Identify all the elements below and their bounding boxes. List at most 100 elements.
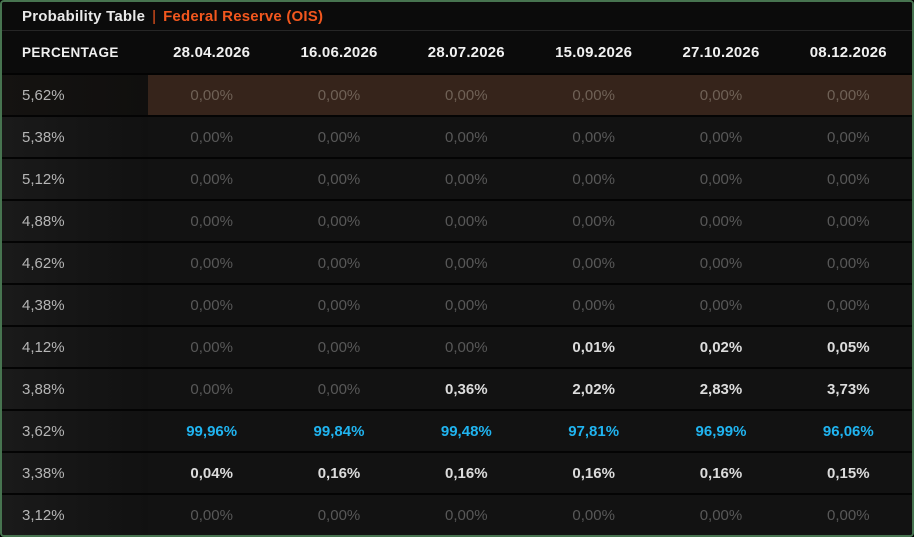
value-cell[interactable]: 0,00%	[402, 495, 530, 535]
value-cell[interactable]: 2,02%	[529, 369, 658, 409]
row-label: 3,38%	[2, 453, 148, 493]
value-cell[interactable]: 96,06%	[784, 411, 912, 451]
value-cell[interactable]: 0,00%	[275, 159, 403, 199]
value-cell[interactable]: 0,04%	[148, 453, 276, 493]
value-cell[interactable]: 0,00%	[784, 201, 912, 241]
value-cell[interactable]: 0,01%	[529, 327, 658, 367]
value-cell[interactable]: 0,00%	[402, 117, 530, 157]
table-row[interactable]: 5,38% 0,00% 0,00% 0,00% 0,00% 0,00% 0,00%	[2, 117, 912, 159]
value-cell[interactable]: 99,96%	[148, 411, 276, 451]
value-cell[interactable]: 0,00%	[275, 285, 403, 325]
value-cell[interactable]: 0,16%	[275, 453, 403, 493]
value-cell[interactable]: 0,00%	[657, 75, 785, 115]
value-cell[interactable]: 0,00%	[529, 75, 658, 115]
header-date: 28.04.2026	[173, 43, 251, 61]
value-cell[interactable]: 99,48%	[402, 411, 530, 451]
value-cell[interactable]: 0,02%	[657, 327, 785, 367]
table-row[interactable]: 3,38% 0,04% 0,16% 0,16% 0,16% 0,16% 0,15%	[2, 453, 912, 495]
value-cell[interactable]: 0,16%	[402, 453, 530, 493]
header-date: 16.06.2026	[300, 43, 378, 61]
value-cell[interactable]: 0,00%	[402, 285, 530, 325]
value-cell[interactable]: 0,00%	[148, 495, 276, 535]
row-label: 5,38%	[2, 117, 148, 157]
value-cell[interactable]: 0,00%	[402, 327, 530, 367]
value-cell[interactable]: 0,00%	[529, 201, 658, 241]
value-cell[interactable]: 0,00%	[529, 117, 658, 157]
value-cell[interactable]: 0,00%	[657, 201, 785, 241]
value-cell[interactable]: 0,00%	[402, 75, 530, 115]
row-label: 4,12%	[2, 327, 148, 367]
value-cell[interactable]: 0,00%	[784, 285, 912, 325]
row-label: 3,12%	[2, 495, 148, 535]
row-label: 5,62%	[2, 75, 148, 115]
value-cell[interactable]: 97,81%	[529, 411, 658, 451]
row-label: 4,62%	[2, 243, 148, 283]
value-cell[interactable]: 0,00%	[784, 495, 912, 535]
value-cell[interactable]: 0,00%	[657, 243, 785, 283]
table-row[interactable]: 4,88% 0,00% 0,00% 0,00% 0,00% 0,00% 0,00%	[2, 201, 912, 243]
table-row[interactable]: 3,62% 99,96% 99,84% 99,48% 97,81% 96,99% 96,06…	[2, 411, 912, 453]
value-cell[interactable]: 0,00%	[657, 159, 785, 199]
value-cell[interactable]: 2,83%	[657, 369, 785, 409]
value-cell[interactable]: 0,00%	[148, 369, 276, 409]
header-date: 08.12.2026	[809, 43, 887, 61]
row-label: 3,88%	[2, 369, 148, 409]
value-cell[interactable]: 0,00%	[148, 117, 276, 157]
row-label: 5,12%	[2, 159, 148, 199]
value-cell[interactable]: 0,00%	[148, 285, 276, 325]
value-cell[interactable]: 96,99%	[657, 411, 785, 451]
value-cell[interactable]: 0,00%	[529, 285, 658, 325]
value-cell[interactable]: 0,00%	[529, 243, 658, 283]
value-cell[interactable]: 0,05%	[784, 327, 912, 367]
value-cell[interactable]: 0,00%	[275, 75, 403, 115]
value-cell[interactable]: 0,00%	[275, 327, 403, 367]
value-cell[interactable]: 99,84%	[275, 411, 403, 451]
header-date: 27.10.2026	[682, 43, 760, 61]
table-row[interactable]: 5,62% 0,00% 0,00% 0,00% 0,00% 0,00% 0,00%	[2, 75, 912, 117]
table-row[interactable]: 3,12% 0,00% 0,00% 0,00% 0,00% 0,00% 0,00%	[2, 495, 912, 535]
table-row[interactable]: 5,12% 0,00% 0,00% 0,00% 0,00% 0,00% 0,00%	[2, 159, 912, 201]
value-cell[interactable]: 0,00%	[402, 243, 530, 283]
value-cell[interactable]: 0,00%	[148, 243, 276, 283]
value-cell[interactable]: 0,00%	[784, 243, 912, 283]
value-cell[interactable]: 0,15%	[784, 453, 912, 493]
value-cell[interactable]: 0,00%	[657, 117, 785, 157]
row-label: 4,88%	[2, 201, 148, 241]
value-cell[interactable]: 0,00%	[529, 495, 658, 535]
table-row[interactable]: 4,62% 0,00% 0,00% 0,00% 0,00% 0,00% 0,00%	[2, 243, 912, 285]
table-header: PERCENTAGE 28.04.2026 16.06.2026 28.07.202…	[2, 31, 912, 75]
value-cell[interactable]: 0,00%	[784, 75, 912, 115]
header-date: 28.07.2026	[427, 43, 505, 61]
value-cell[interactable]: 0,00%	[402, 159, 530, 199]
table-row[interactable]: 4,38% 0,00% 0,00% 0,00% 0,00% 0,00% 0,00%	[2, 285, 912, 327]
row-label: 4,38%	[2, 285, 148, 325]
value-cell[interactable]: 0,00%	[657, 495, 785, 535]
value-cell[interactable]: 0,00%	[148, 201, 276, 241]
value-cell[interactable]: 0,00%	[784, 117, 912, 157]
value-cell[interactable]: 0,00%	[148, 159, 276, 199]
value-cell[interactable]: 0,36%	[402, 369, 530, 409]
value-cell[interactable]: 0,16%	[529, 453, 658, 493]
header-date: 15.09.2026	[555, 43, 633, 61]
table-row[interactable]: 3,88% 0,00% 0,00% 0,36% 2,02% 2,83% 3,73%	[2, 369, 912, 411]
value-cell[interactable]: 0,00%	[148, 327, 276, 367]
header-percentage: PERCENTAGE	[22, 44, 119, 60]
value-cell[interactable]: 0,00%	[148, 75, 276, 115]
value-cell[interactable]: 3,73%	[784, 369, 912, 409]
window-title: Probability Table	[22, 7, 146, 25]
value-cell[interactable]: 0,00%	[529, 159, 658, 199]
value-cell[interactable]: 0,00%	[275, 201, 403, 241]
value-cell[interactable]: 0,00%	[657, 285, 785, 325]
row-label: 3,62%	[2, 411, 148, 451]
value-cell[interactable]: 0,00%	[275, 495, 403, 535]
table-body: 5,62% 0,00% 0,00% 0,00% 0,00% 0,00% 0,00% 5,38%…	[2, 75, 912, 535]
window-subtitle: Federal Reserve (OIS)	[163, 7, 324, 25]
value-cell[interactable]: 0,16%	[657, 453, 785, 493]
table-row[interactable]: 4,12% 0,00% 0,00% 0,00% 0,01% 0,02% 0,05%	[2, 327, 912, 369]
value-cell[interactable]: 0,00%	[784, 159, 912, 199]
value-cell[interactable]: 0,00%	[275, 117, 403, 157]
value-cell[interactable]: 0,00%	[275, 369, 403, 409]
value-cell[interactable]: 0,00%	[402, 201, 530, 241]
value-cell[interactable]: 0,00%	[275, 243, 403, 283]
